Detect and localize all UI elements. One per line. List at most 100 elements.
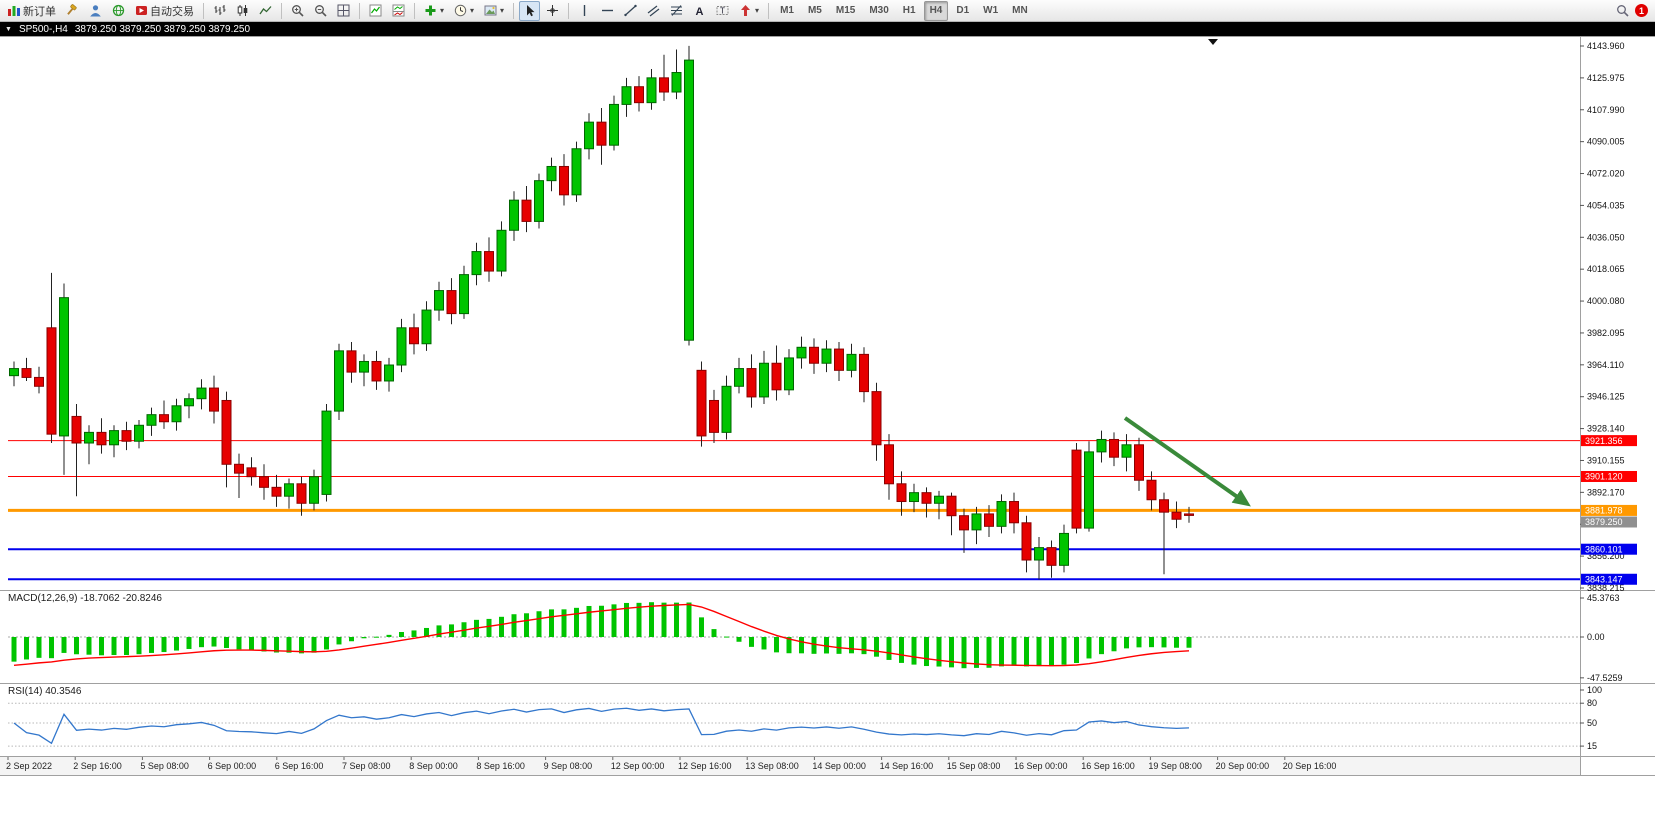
toolbar-separator	[568, 2, 570, 19]
toolbar-button-label: D1	[956, 5, 970, 16]
svg-text:3860.101: 3860.101	[1585, 544, 1623, 554]
svg-text:80: 80	[1587, 698, 1597, 708]
toolbar-separator	[513, 2, 515, 19]
fibonacci-button[interactable]	[666, 1, 687, 21]
panel-borders	[0, 36, 1655, 776]
candlestick-chart-button[interactable]	[232, 1, 253, 21]
equidistant-channel-button[interactable]	[643, 1, 664, 21]
horizontal-level-lines[interactable]	[8, 440, 1580, 581]
svg-text:45.3763: 45.3763	[1587, 593, 1620, 603]
vertical-line-button[interactable]	[574, 1, 595, 21]
timeframe-m15-button[interactable]: M15	[830, 1, 861, 21]
autotrading-button[interactable]: 自动交易	[131, 1, 198, 21]
svg-text:9 Sep 08:00: 9 Sep 08:00	[544, 761, 593, 771]
macd-indicator-label: MACD(12,26,9) -18.7062 -20.8246	[8, 593, 162, 604]
price-level-labels: 3921.356 3901.120 3881.978 3860.101 3843.147…	[1581, 435, 1637, 585]
horizontal-line-icon	[601, 4, 614, 17]
toolbar-button-label: MN	[1012, 5, 1028, 16]
svg-text:16 Sep 16:00: 16 Sep 16:00	[1081, 761, 1135, 771]
svg-text:3964.110: 3964.110	[1587, 360, 1624, 370]
line-chart-icon	[259, 4, 272, 17]
indicators-button[interactable]	[365, 1, 386, 21]
toolbar-separator	[414, 2, 415, 19]
rsi-axis: 100 80 50 15	[1580, 685, 1602, 751]
toolbar-button-label: 新订单	[23, 5, 56, 18]
toolbar-button-label: H1	[902, 5, 916, 16]
bar-chart-button[interactable]	[209, 1, 230, 21]
svg-text:3928.140: 3928.140	[1587, 424, 1625, 434]
vertical-line-icon	[578, 4, 591, 17]
notification-badge[interactable]: 1	[1635, 4, 1648, 17]
svg-text:5 Sep 08:00: 5 Sep 08:00	[140, 761, 189, 771]
svg-text:8 Sep 16:00: 8 Sep 16:00	[476, 761, 525, 771]
indicator-window-button[interactable]	[388, 1, 409, 21]
chart-title-ohlc: 3879.250 3879.250 3879.250 3879.250	[74, 23, 251, 35]
svg-text:0.00: 0.00	[1587, 632, 1605, 642]
macd-panel[interactable]: 45.3763 0.00 -47.5259	[8, 593, 1623, 683]
collapse-icon[interactable]: ▼	[5, 25, 12, 33]
svg-text:16 Sep 00:00: 16 Sep 00:00	[1014, 761, 1068, 771]
svg-text:7 Sep 08:00: 7 Sep 08:00	[342, 761, 391, 771]
timeframe-h1-button[interactable]: H1	[897, 1, 922, 21]
horizontal-line-button[interactable]	[597, 1, 618, 21]
toolbar-separator	[281, 2, 282, 19]
svg-text:A: A	[696, 6, 704, 17]
timeframe-m5-button[interactable]: M5	[802, 1, 828, 21]
person-icon	[89, 4, 102, 17]
cursor-button[interactable]	[519, 0, 541, 21]
zoom-out-icon	[314, 4, 327, 17]
chart-title-bar: ▼ SP500-,H4 3879.250 3879.250 3879.250 3…	[0, 22, 1655, 36]
periods-button[interactable]: ▾	[450, 1, 478, 21]
svg-text:4000.080: 4000.080	[1587, 296, 1625, 306]
timeframe-m30-button[interactable]: M30	[863, 1, 894, 21]
svg-text:T: T	[720, 7, 725, 16]
zoom-out-button[interactable]	[310, 1, 331, 21]
toolbar-separator	[203, 2, 204, 19]
tile-windows-button[interactable]	[333, 1, 354, 21]
dropdown-caret-icon: ▾	[440, 6, 445, 15]
timeframe-w1-button[interactable]: W1	[977, 1, 1004, 21]
svg-text:20 Sep 16:00: 20 Sep 16:00	[1283, 761, 1337, 771]
svg-text:3856.200: 3856.200	[1587, 551, 1625, 561]
svg-text:4143.960: 4143.960	[1587, 41, 1625, 51]
time-axis[interactable]: 2 Sep 2022 2 Sep 16:00 5 Sep 08:00 6 Sep 00…	[0, 757, 1580, 775]
arrows-button[interactable]: ▾	[735, 1, 763, 21]
timeframe-m1-button[interactable]: M1	[774, 1, 800, 21]
crosshair-icon	[546, 4, 559, 17]
toolbar-button-label: M15	[835, 5, 856, 16]
search-icon[interactable]	[1616, 4, 1629, 17]
price-axis[interactable]: 4143.960 4125.975 4107.990 4090.005 4072.020…	[1580, 41, 1625, 593]
svg-text:3843.147: 3843.147	[1585, 574, 1623, 584]
line-chart-button[interactable]	[255, 1, 276, 21]
community-button[interactable]	[108, 1, 129, 21]
rsi-panel[interactable]: 100 80 50 15	[8, 685, 1602, 751]
toolbar-button-label: W1	[983, 5, 999, 16]
svg-text:14 Sep 16:00: 14 Sep 16:00	[880, 761, 934, 771]
text-label-button[interactable]: T	[712, 1, 733, 21]
timeframe-mn-button[interactable]: MN	[1006, 1, 1034, 21]
green-plus-icon	[424, 4, 437, 17]
toolbar-separator	[768, 2, 770, 19]
dropdown-caret-icon: ▾	[500, 6, 505, 15]
zoom-in-icon	[291, 4, 304, 17]
arrow-shape-icon	[739, 4, 752, 17]
zoom-in-button[interactable]	[287, 1, 308, 21]
profile-button[interactable]	[85, 1, 106, 21]
svg-text:4018.065: 4018.065	[1587, 264, 1625, 274]
crosshair-button[interactable]	[542, 1, 563, 21]
trend-arrow-annotation[interactable]	[1123, 416, 1251, 507]
trendline-button[interactable]	[620, 1, 641, 21]
new-order-button[interactable]: 新订单	[3, 1, 60, 21]
toolbar-separator	[359, 2, 360, 19]
add-indicator-button[interactable]: ▾	[420, 1, 448, 21]
autotrading-icon	[135, 4, 148, 17]
timeframe-d1-button[interactable]: D1	[950, 1, 975, 21]
toolbar-right: 1	[1616, 4, 1653, 17]
cursor-icon	[523, 4, 536, 17]
timeframe-h4-button[interactable]: H4	[923, 0, 949, 21]
metaeditor-button[interactable]	[62, 1, 83, 21]
text-button[interactable]: A	[689, 1, 710, 21]
templates-button[interactable]: ▾	[480, 1, 508, 21]
new-order-icon	[7, 4, 21, 17]
